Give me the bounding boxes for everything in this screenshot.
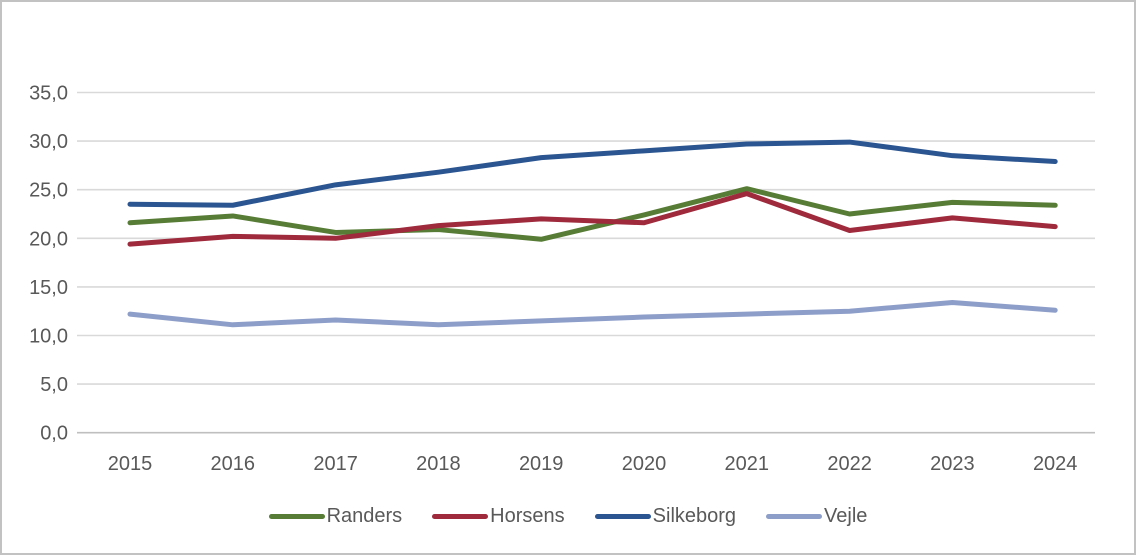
y-axis-label: 35,0 xyxy=(29,83,68,105)
legend-item-horsens: Horsens xyxy=(432,505,565,527)
chart-legend: Randers Horsens Silkeborg Vejle xyxy=(2,506,1134,526)
y-axis-label: 5,0 xyxy=(40,374,68,396)
y-axis-label: 10,0 xyxy=(29,326,68,348)
y-axis-label: 15,0 xyxy=(29,277,68,299)
series-line-silkeborg xyxy=(127,139,1058,208)
legend-swatch-horsens xyxy=(432,513,489,519)
x-axis-label: 2016 xyxy=(211,453,256,475)
legend-swatch-randers xyxy=(268,513,325,519)
legend-item-randers: Randers xyxy=(268,505,403,527)
legend-item-vejle: Vejle xyxy=(766,506,867,526)
y-axis-label: 0,0 xyxy=(40,423,68,445)
x-axis-label: 2019 xyxy=(519,453,564,475)
x-axis-label: 2017 xyxy=(313,453,358,475)
x-axis-label: 2020 xyxy=(622,453,667,475)
legend-label: Silkeborg xyxy=(652,505,737,527)
series-line-horsens xyxy=(127,191,1058,247)
series-line-randers xyxy=(127,186,1058,242)
x-axis-label: 2018 xyxy=(416,453,461,475)
x-axis-label: 2023 xyxy=(930,453,975,475)
legend-label: Vejle xyxy=(824,505,868,527)
y-axis-label: 20,0 xyxy=(29,228,68,250)
legend-item-silkeborg: Silkeborg xyxy=(594,505,737,527)
x-axis-label: 2015 xyxy=(108,453,153,475)
x-axis-label: 2021 xyxy=(725,453,770,475)
x-axis-label: 2022 xyxy=(827,453,872,475)
legend-label: Horsens xyxy=(490,505,565,527)
legend-swatch-vejle xyxy=(766,513,823,519)
x-axis-label: 2024 xyxy=(1033,453,1078,475)
y-axis-label: 25,0 xyxy=(29,180,68,202)
legend-label: Randers xyxy=(326,505,403,527)
series-line-vejle xyxy=(127,299,1058,328)
legend-swatch-silkeborg xyxy=(594,513,651,519)
y-axis-label: 30,0 xyxy=(29,131,68,153)
